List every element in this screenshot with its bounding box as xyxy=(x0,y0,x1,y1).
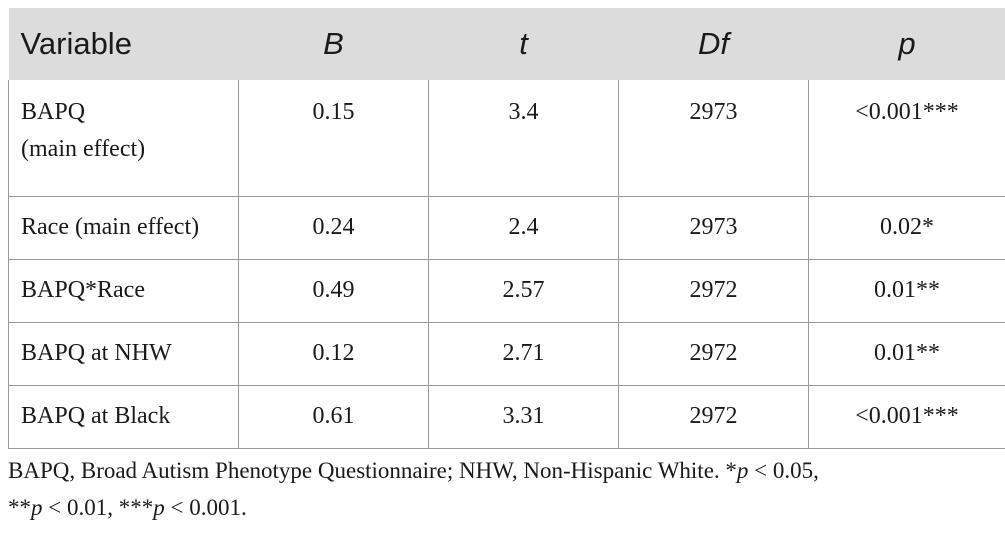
footnote-p-symbol: p xyxy=(153,495,165,520)
cell-df: 2972 xyxy=(618,385,809,449)
cell-variable: BAPQ at NHW xyxy=(8,322,239,386)
cell-variable: Race (main effect) xyxy=(8,196,239,260)
table-row: BAPQ*Race 0.49 2.57 2972 0.01** xyxy=(8,259,1005,323)
cell-p: 0.01** xyxy=(808,259,1005,323)
cell-b: 0.15 xyxy=(238,80,429,197)
cell-t: 2.4 xyxy=(428,196,619,260)
cell-t: 2.71 xyxy=(428,322,619,386)
footnote-stars: ** xyxy=(8,495,31,520)
cell-t: 3.31 xyxy=(428,385,619,449)
header-b: B xyxy=(323,26,344,61)
header-variable: Variable xyxy=(20,26,132,61)
regression-table-container: Variable B t Df p BAPQ (main effect) 0.1… xyxy=(8,8,1005,449)
footnote-intro: BAPQ, Broad Autism Phenotype Questionnai… xyxy=(8,458,737,483)
header-p: p xyxy=(898,26,916,61)
cell-b: 0.24 xyxy=(238,196,429,260)
cell-variable: BAPQ at Black xyxy=(8,385,239,449)
table-row: BAPQ (main effect) 0.15 3.4 2973 <0.001*… xyxy=(8,80,1005,197)
cell-df: 2973 xyxy=(618,80,809,197)
table-body: BAPQ (main effect) 0.15 3.4 2973 <0.001*… xyxy=(8,80,1005,449)
cell-variable-line1: BAPQ xyxy=(21,99,86,125)
cell-b: 0.61 xyxy=(238,385,429,449)
cell-p: 0.01** xyxy=(808,322,1005,386)
table-footnote: BAPQ, Broad Autism Phenotype Questionnai… xyxy=(8,452,998,526)
cell-p: <0.001*** xyxy=(808,385,1005,449)
cell-df: 2972 xyxy=(618,322,809,386)
cell-variable-line2: (main effect) xyxy=(21,136,146,162)
header-row: Variable B t Df p xyxy=(8,8,1005,80)
cell-df: 2973 xyxy=(618,196,809,260)
table-row: BAPQ at NHW 0.12 2.71 2972 0.01** xyxy=(8,322,1005,386)
cell-t: 2.57 xyxy=(428,259,619,323)
cell-df: 2972 xyxy=(618,259,809,323)
table-row: BAPQ at Black 0.61 3.31 2972 <0.001*** xyxy=(8,385,1005,449)
footnote-p-threshold: < 0.01, *** xyxy=(42,495,154,520)
footnote-p-threshold: < 0.001. xyxy=(164,495,247,520)
cell-p: <0.001*** xyxy=(808,80,1005,197)
footnote-p-symbol: p xyxy=(31,495,43,520)
header-t: t xyxy=(519,26,528,61)
footnote-p-threshold: < 0.05, xyxy=(748,458,819,483)
cell-b: 0.12 xyxy=(238,322,429,386)
cell-b: 0.49 xyxy=(238,259,429,323)
cell-p: 0.02* xyxy=(808,196,1005,260)
table-row: Race (main effect) 0.24 2.4 2973 0.02* xyxy=(8,196,1005,260)
cell-variable: BAPQ (main effect) xyxy=(8,80,239,197)
cell-variable: BAPQ*Race xyxy=(8,259,239,323)
cell-t: 3.4 xyxy=(428,80,619,197)
regression-table: Variable B t Df p BAPQ (main effect) 0.1… xyxy=(8,8,1005,449)
table-header: Variable B t Df p xyxy=(8,8,1005,80)
header-df: Df xyxy=(698,26,729,61)
footnote-p-symbol: p xyxy=(736,458,749,483)
